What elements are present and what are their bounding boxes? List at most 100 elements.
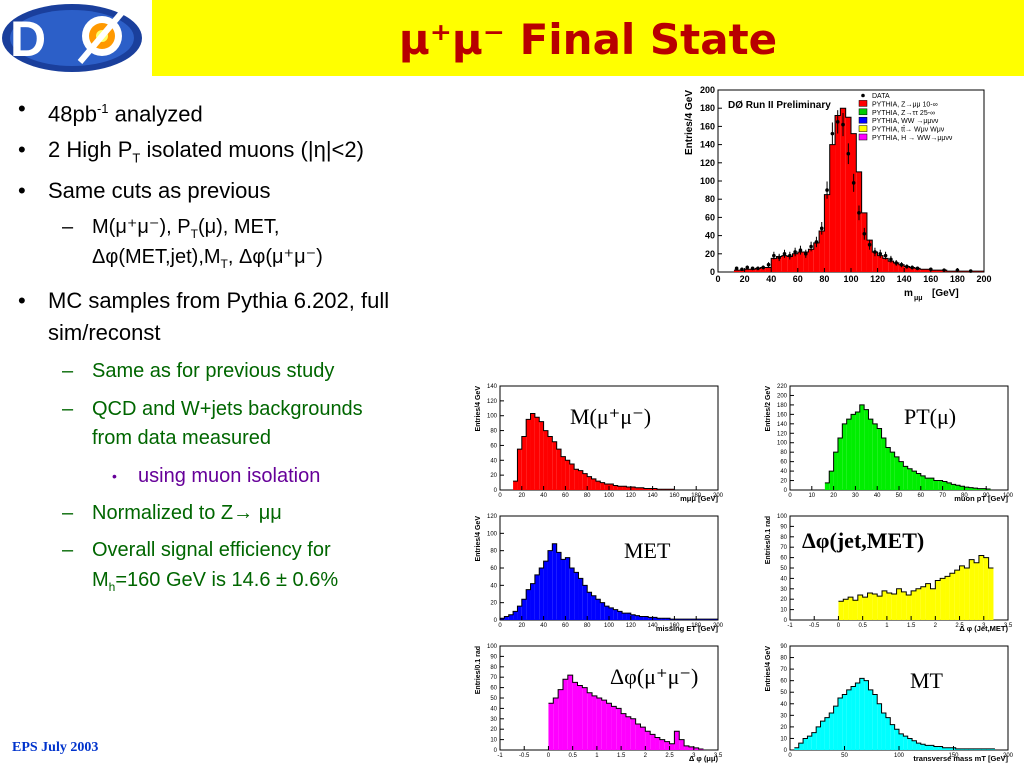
data-point: [793, 250, 797, 254]
histogram-bar: [508, 614, 514, 620]
histogram-bar: [530, 583, 535, 620]
histogram-bar: [899, 461, 904, 490]
data-point: [905, 264, 909, 269]
histogram-bar: [901, 591, 907, 620]
histogram-bar: [665, 618, 671, 620]
data-point: [851, 181, 856, 185]
histogram-bar: [946, 747, 952, 750]
histogram-bar: [925, 478, 930, 490]
histogram-bar: [534, 417, 540, 490]
x-tick-label: 150: [948, 753, 959, 759]
histogram-bar: [622, 486, 627, 490]
pt-mu-label: PT(μ): [904, 404, 957, 429]
histogram-bar: [652, 617, 657, 620]
x-tick-label: 140: [897, 274, 912, 284]
x-axis-label-sub: μμ: [914, 295, 923, 302]
x-tick-label: 120: [626, 623, 637, 629]
histogram-bar: [859, 678, 865, 750]
histogram-bar: [855, 682, 860, 750]
y-tick-label: 60: [490, 686, 497, 692]
y-tick-label: 90: [490, 654, 497, 660]
y-tick-label: 0: [494, 618, 498, 624]
histogram-bar: [899, 733, 904, 750]
histogram-bar: [929, 478, 934, 490]
histogram-bar: [600, 602, 605, 620]
d0-logo: D: [0, 0, 152, 76]
histogram-bar: [595, 599, 601, 620]
histogram-bar: [842, 423, 847, 490]
histogram-bar: [877, 428, 882, 490]
histogram-bar: [569, 568, 575, 620]
histogram-bar: [547, 436, 553, 490]
x-tick-label: 180: [691, 493, 702, 499]
histogram-bar: [903, 736, 908, 750]
histogram-bar: [925, 583, 931, 620]
x-tick-label: 180: [950, 274, 965, 284]
y-tick-label: 120: [487, 399, 498, 405]
histogram-bar: [916, 473, 921, 490]
histogram-bar: [968, 487, 974, 490]
histogram-bar: [829, 471, 834, 490]
histogram-bar: [981, 748, 987, 750]
y-tick-label: 30: [780, 713, 787, 719]
svg-text:D: D: [10, 11, 46, 67]
data-point: [830, 131, 835, 136]
histogram-bar: [792, 253, 798, 272]
histogram-bar: [882, 258, 889, 272]
histogram-bar: [600, 482, 605, 490]
histogram-bar: [964, 748, 969, 750]
x-tick-label: 40: [540, 493, 547, 499]
histogram-outline: [500, 543, 718, 620]
x-tick-label: 140: [648, 493, 659, 499]
y-tick-label: 20: [490, 601, 497, 607]
y-tick-label: 80: [490, 549, 497, 555]
histogram-outline: [513, 412, 675, 490]
histogram-bar: [888, 261, 894, 272]
legend-entry: PYTHIA, tt̄→ Wμν Wμν: [872, 126, 945, 134]
histogram-bar: [833, 452, 838, 490]
histogram-bar: [565, 557, 570, 620]
histogram-bar: [539, 421, 544, 490]
y-axis-label: Entries/4 GeV: [475, 386, 482, 432]
histogram-bar: [760, 267, 766, 272]
histogram-bar: [688, 746, 694, 750]
histogram-bar: [894, 456, 899, 490]
histogram-bar: [886, 592, 892, 620]
histogram-bar: [609, 484, 614, 490]
y-tick-label: 140: [700, 140, 715, 150]
histogram-bar: [592, 695, 597, 750]
histogram-bar: [582, 687, 588, 750]
histogram-bar: [674, 731, 680, 750]
y-tick-label: 40: [490, 706, 497, 712]
histogram-bar: [904, 266, 910, 272]
histogram-bar: [851, 686, 856, 750]
histogram-bar: [820, 721, 825, 750]
histogram-bar: [960, 748, 965, 750]
x-tick-label: 0: [837, 623, 841, 629]
histogram-bar: [960, 486, 965, 490]
data-point: [857, 211, 861, 215]
histogram-bar: [843, 599, 849, 620]
histogram-bar: [907, 468, 913, 490]
histogram-bar: [604, 484, 609, 490]
x-tick-label: 1: [885, 623, 889, 629]
histogram-bar: [556, 449, 562, 490]
x-tick-label: 0: [498, 493, 502, 499]
histogram-bar: [829, 144, 836, 272]
histogram-bar: [648, 617, 653, 620]
dphi-mumu-label: Δφ(μ⁺μ⁻): [610, 664, 699, 689]
x-tick-label: 160: [669, 623, 680, 629]
x-tick-label: 2.5: [955, 623, 964, 629]
histogram-bar: [639, 616, 644, 620]
histogram-bar: [872, 594, 878, 620]
histogram-bar: [749, 269, 756, 272]
histogram-bar: [601, 700, 607, 750]
data-point: [745, 265, 750, 270]
y-tick-label: 0: [494, 488, 498, 494]
histogram-bar: [915, 588, 921, 620]
histogram-bar: [643, 616, 649, 620]
data-point: [750, 266, 755, 271]
histogram-bar: [669, 743, 675, 750]
histogram-bar: [577, 685, 583, 750]
data-point: [772, 253, 776, 258]
